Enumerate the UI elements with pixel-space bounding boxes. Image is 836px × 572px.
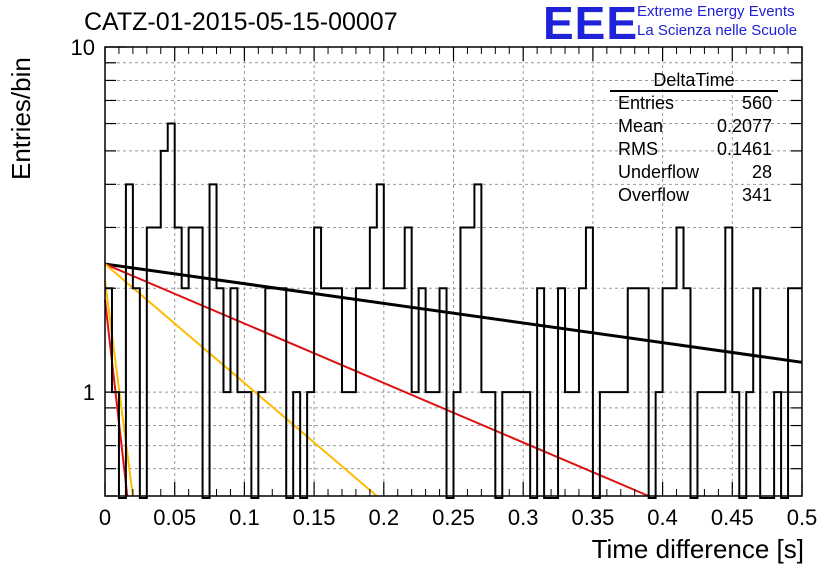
stats-label: Overflow bbox=[618, 185, 690, 205]
fit-curve bbox=[104, 263, 378, 497]
stats-label: RMS bbox=[618, 139, 658, 159]
stats-label: Mean bbox=[618, 116, 664, 136]
eee-logo: EEE bbox=[543, 0, 639, 49]
fit-curve bbox=[104, 262, 803, 364]
stats-row-underflow: Underflow 28 bbox=[610, 161, 778, 184]
x-tick-label: 0.5 bbox=[787, 505, 818, 530]
x-axis-label: Time difference [s] bbox=[591, 534, 804, 564]
chart-title: CATZ-01-2015-05-15-00007 bbox=[84, 8, 398, 36]
stats-title: DeltaTime bbox=[610, 70, 778, 92]
histogram-bins bbox=[105, 122, 802, 499]
stats-box: DeltaTime Entries 560 Mean 0.2077 RMS 0.146… bbox=[610, 70, 778, 207]
histogram-series bbox=[105, 122, 802, 499]
stats-row-entries: Entries 560 bbox=[610, 92, 778, 115]
stats-value: 0.1461 bbox=[716, 139, 772, 159]
axis-tick-labels: 0 0.05 0.1 0.15 0.2 0.25 0.3 0.35 0.4 0.45 0.5 1 10 bbox=[71, 35, 818, 530]
fit-curve bbox=[104, 280, 134, 497]
stats-label: Underflow bbox=[618, 162, 700, 182]
x-tick-label: 0.2 bbox=[369, 505, 400, 530]
fit-curve bbox=[104, 263, 650, 497]
axis-ticks bbox=[104, 46, 803, 497]
x-tick-label: 0 bbox=[99, 505, 111, 530]
logo-text-line1: Extreme Energy Events bbox=[637, 3, 795, 20]
x-tick-label: 0.25 bbox=[432, 505, 475, 530]
x-tick-label: 0.15 bbox=[293, 505, 336, 530]
fit-curve bbox=[104, 299, 129, 497]
y-tick-label: 10 bbox=[71, 35, 95, 60]
x-tick-label: 0.45 bbox=[711, 505, 754, 530]
stats-value: 341 bbox=[741, 185, 772, 205]
stats-row-mean: Mean 0.2077 bbox=[610, 115, 778, 138]
logo-text-line2: La Scienza nelle Scuole bbox=[637, 22, 798, 39]
stats-value: 28 bbox=[751, 162, 772, 182]
stats-label: Entries bbox=[618, 93, 675, 113]
x-tick-label: 0.1 bbox=[229, 505, 260, 530]
stats-row-overflow: Overflow 341 bbox=[610, 184, 778, 207]
stats-value: 560 bbox=[741, 93, 772, 113]
y-tick-label: 1 bbox=[83, 380, 95, 405]
x-tick-label: 0.35 bbox=[571, 505, 614, 530]
stats-value: 0.2077 bbox=[716, 116, 772, 136]
x-tick-label: 0.05 bbox=[153, 505, 196, 530]
x-tick-label: 0.3 bbox=[508, 505, 539, 530]
stats-row-rms: RMS 0.1461 bbox=[610, 138, 778, 161]
x-tick-label: 0.4 bbox=[647, 505, 678, 530]
y-axis-label: Entries/bin bbox=[6, 57, 36, 180]
